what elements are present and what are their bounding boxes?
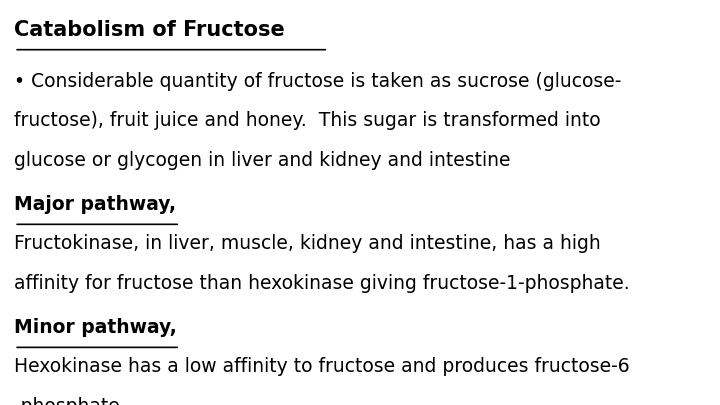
Text: Hexokinase has a low affinity to fructose and produces fructose-6: Hexokinase has a low affinity to fructos… bbox=[14, 357, 630, 376]
Text: fructose), fruit juice and honey.  This sugar is transformed into: fructose), fruit juice and honey. This s… bbox=[14, 111, 601, 130]
Text: Catabolism of Fructose: Catabolism of Fructose bbox=[14, 20, 285, 40]
Text: • Considerable quantity of fructose is taken as sucrose (glucose-: • Considerable quantity of fructose is t… bbox=[14, 72, 621, 91]
Text: Minor pathway,: Minor pathway, bbox=[14, 318, 177, 337]
Text: affinity for fructose than hexokinase giving fructose-1-phosphate.: affinity for fructose than hexokinase gi… bbox=[14, 274, 630, 293]
Text: Fructokinase, in liver, muscle, kidney and intestine, has a high: Fructokinase, in liver, muscle, kidney a… bbox=[14, 234, 601, 253]
Text: -phosphate.: -phosphate. bbox=[14, 397, 126, 405]
Text: Major pathway,: Major pathway, bbox=[14, 194, 176, 213]
Text: glucose or glycogen in liver and kidney and intestine: glucose or glycogen in liver and kidney … bbox=[14, 151, 510, 170]
